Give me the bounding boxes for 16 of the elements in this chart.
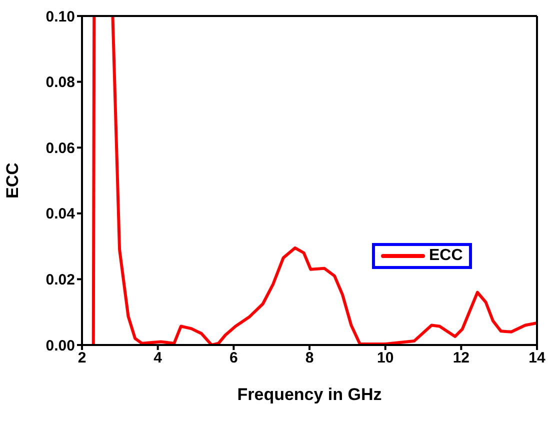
x-tick-label: 4 [154, 350, 163, 367]
y-tick-label: 0.10 [46, 8, 75, 26]
y-axis-title: ECC [3, 162, 22, 198]
x-tick-label: 10 [376, 350, 394, 367]
x-tick-label: 12 [452, 350, 470, 367]
x-tick-label: 14 [528, 350, 546, 367]
x-axis-title: Frequency in GHz [237, 385, 382, 404]
y-tick-label: 0.02 [46, 272, 75, 289]
y-tick-label: 0.06 [46, 140, 75, 157]
x-tick-label: 2 [78, 350, 86, 367]
x-tick-label: 8 [305, 350, 314, 367]
y-tick-label: 0.04 [46, 206, 76, 223]
legend-label: ECC [429, 247, 463, 265]
y-tick-label: 0.08 [46, 74, 75, 92]
y-tick-label: 0.00 [46, 337, 75, 354]
x-tick-label: 6 [229, 350, 238, 367]
